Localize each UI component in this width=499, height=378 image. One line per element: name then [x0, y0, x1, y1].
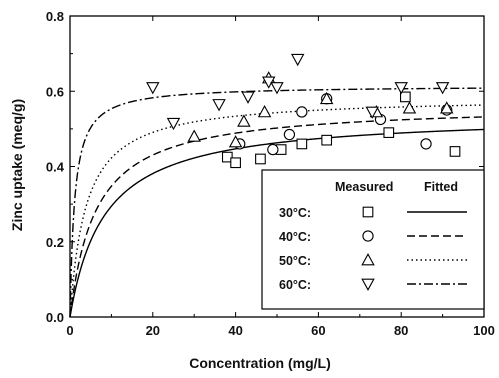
- data-point-triangle-down: [270, 82, 284, 95]
- x-tick-label: 100: [473, 323, 495, 338]
- data-point-triangle-down: [365, 106, 379, 119]
- data-point-circle: [296, 106, 308, 118]
- y-tick-label: 0.8: [46, 9, 64, 24]
- legend-series-label: 40°C:: [279, 230, 311, 244]
- x-tick-label: 60: [311, 323, 325, 338]
- legend-marker-triangle-up: [361, 253, 375, 266]
- data-point-triangle-down: [146, 82, 160, 95]
- x-tick-label: 40: [228, 323, 242, 338]
- data-point-triangle-down: [435, 82, 450, 95]
- x-tick-label: 80: [394, 323, 408, 338]
- legend: Measured Fitted 30°C: 40°C: 50°C: 60°C:: [261, 169, 485, 310]
- data-point-triangle-down: [166, 117, 181, 131]
- measured-points: [146, 53, 461, 169]
- data-point-square: [255, 153, 266, 165]
- data-point-square: [321, 134, 333, 146]
- legend-header-fitted: Fitted: [424, 180, 458, 194]
- fit-curve-square: [69, 128, 485, 318]
- legend-series-label: 30°C:: [279, 206, 311, 220]
- data-point-triangle-up: [402, 101, 417, 114]
- data-point-circle: [267, 143, 279, 156]
- legend-box: [261, 169, 485, 310]
- data-point-square: [230, 157, 241, 169]
- data-point-square: [399, 91, 411, 103]
- legend-series-label: 50°C:: [279, 254, 311, 268]
- legend-marker-circle: [362, 230, 374, 242]
- legend-marker-triangle-down: [361, 278, 375, 291]
- legend-series-label: 60°C:: [279, 278, 311, 292]
- data-point-triangle-down: [241, 91, 255, 104]
- data-point-triangle-up: [440, 101, 454, 114]
- data-point-circle: [420, 138, 432, 150]
- data-point-triangle-up: [237, 114, 251, 127]
- x-axis-label: Concentration (mg/L): [189, 355, 331, 371]
- y-tick-label: 0.2: [46, 235, 64, 250]
- x-tick-label: 0: [66, 323, 73, 338]
- data-point-triangle-up: [257, 104, 272, 118]
- data-point-square: [383, 127, 395, 138]
- data-point-triangle-down: [212, 99, 226, 112]
- y-tick-label: 0.0: [46, 310, 64, 325]
- legend-marker-square: [362, 206, 374, 218]
- axes: 0 20 40 60 80 100 0.0 0.2 0.4 0.6 0.8: [46, 9, 495, 338]
- data-point-square: [221, 151, 233, 163]
- data-point-triangle-up: [319, 91, 334, 105]
- data-point-triangle-up: [187, 129, 201, 142]
- data-point-square: [449, 146, 461, 157]
- data-point-triangle-down: [394, 82, 408, 95]
- fit-curve-circle: [69, 116, 485, 318]
- data-point-square: [296, 138, 308, 150]
- y-axis-label: Zinc uptake (meq/g): [9, 99, 25, 231]
- y-tick-label: 0.4: [46, 160, 65, 175]
- x-tick-label: 20: [146, 323, 160, 338]
- fit-curve-triangle-up: [69, 104, 485, 318]
- y-tick-label: 0.6: [46, 84, 64, 99]
- legend-header-measured: Measured: [335, 180, 393, 194]
- data-point-triangle-up: [228, 135, 243, 148]
- data-point-circle: [283, 128, 296, 141]
- data-point-triangle-down: [290, 53, 305, 67]
